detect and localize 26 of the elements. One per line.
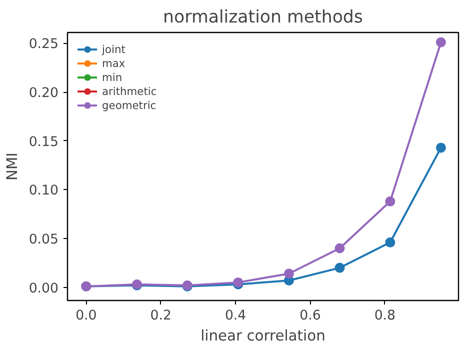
point [385,196,396,206]
x-tick-label: 0.8 [374,308,396,324]
point [334,243,345,254]
x-axis-title: linear correlation [200,328,326,344]
y-tick-label: 0.15 [28,134,59,150]
y-tick-label: 0.10 [28,184,59,199]
legend-label: joint [102,42,126,56]
legend-label: arithmetic [102,84,157,98]
point [436,37,446,48]
y-axis-title: NMI [4,152,21,180]
y-tick-label: 0.25 [28,37,59,52]
legend-label: geometric [102,98,156,112]
point [436,142,446,153]
x-tick-label: 0.0 [76,308,97,324]
legend-label: min [102,70,122,84]
point [385,237,396,248]
y-tick-label: 0.20 [28,86,59,102]
y-tick-label: 0.00 [28,281,59,296]
x-tick-label: 0.2 [150,308,172,324]
y-tick-label: 0.05 [28,232,59,248]
chart-title: normalization methods [163,8,363,28]
point [334,262,345,273]
point [284,268,294,279]
x-tick-label: 0.4 [224,308,246,324]
legend-label: max [102,56,126,70]
x-tick-label: 0.6 [300,308,321,324]
